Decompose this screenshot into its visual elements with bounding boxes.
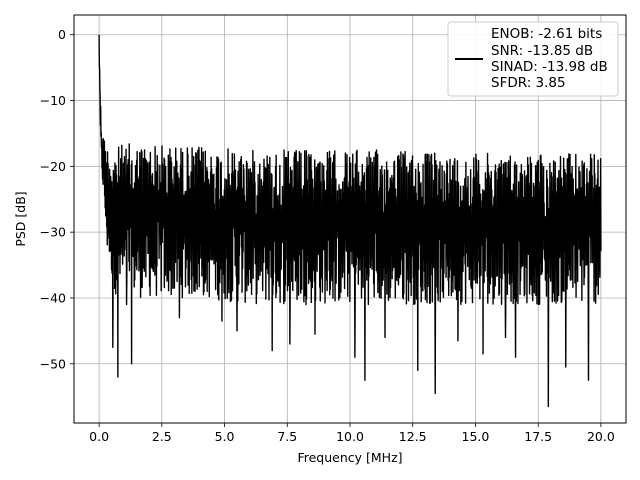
psd-series-line <box>98 34 602 408</box>
x-tick-label: 15.0 <box>462 429 490 444</box>
legend-box <box>447 21 619 97</box>
y-axis-label: PSD [dB] <box>13 191 28 246</box>
legend-sinad: SINAD: -13.98 dB <box>491 59 608 75</box>
x-tick-label: 20.0 <box>587 429 615 444</box>
legend-snr: SNR: -13.85 dB <box>491 43 593 59</box>
x-tick-label: 5.0 <box>215 429 235 444</box>
y-axis-ticks: 0 −10 −20 −30 −40 −50 <box>40 27 74 371</box>
x-tick-label: 0.0 <box>89 429 109 444</box>
x-tick-label: 12.5 <box>399 429 427 444</box>
legend-enob: ENOB: -2.61 bits <box>491 26 602 42</box>
psd-trace <box>98 34 602 408</box>
y-tick-label: −50 <box>40 356 66 371</box>
y-tick-label: 0 <box>58 27 66 42</box>
x-tick-label: 10.0 <box>336 429 364 444</box>
legend-sfdr: SFDR: 3.85 <box>491 75 566 91</box>
x-tick-label: 2.5 <box>152 429 172 444</box>
x-axis-label: Frequency [MHz] <box>297 450 402 465</box>
y-tick-label: −30 <box>40 225 66 240</box>
y-tick-label: −40 <box>40 290 66 305</box>
y-tick-label: −20 <box>40 159 66 174</box>
x-tick-label: 7.5 <box>277 429 297 444</box>
x-tick-label: 17.5 <box>524 429 552 444</box>
y-tick-label: −10 <box>40 93 66 108</box>
x-axis-ticks: 0.0 2.5 5.0 7.5 10.0 12.5 15.0 17.5 20.0 <box>89 423 615 444</box>
legend: ENOB: -2.61 bits SNR: -13.85 dB SINAD: -… <box>447 21 619 97</box>
